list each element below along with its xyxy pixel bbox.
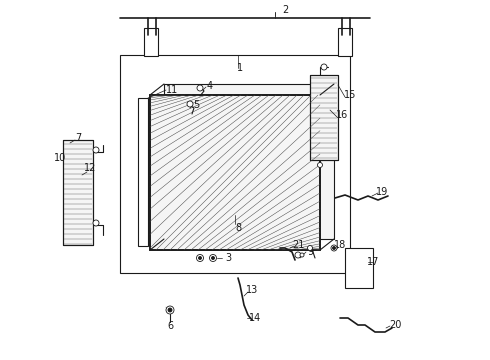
Circle shape <box>318 162 322 167</box>
Circle shape <box>333 247 336 249</box>
Text: 10: 10 <box>54 153 66 163</box>
Circle shape <box>295 252 301 258</box>
Bar <box>63 140 93 245</box>
Circle shape <box>187 101 193 107</box>
Text: 4: 4 <box>207 81 213 91</box>
Text: 17: 17 <box>367 257 379 267</box>
Circle shape <box>321 64 327 70</box>
Text: 1: 1 <box>237 63 243 73</box>
Bar <box>138 98 148 246</box>
Text: 20: 20 <box>389 320 401 330</box>
Bar <box>345 248 373 288</box>
Circle shape <box>308 246 313 251</box>
Bar <box>164 84 334 239</box>
Text: 16: 16 <box>336 110 348 120</box>
Bar <box>338 28 352 56</box>
Circle shape <box>93 147 99 153</box>
Text: 6: 6 <box>167 321 173 331</box>
Circle shape <box>198 256 201 260</box>
Circle shape <box>210 255 217 261</box>
Circle shape <box>212 256 215 260</box>
Text: 13: 13 <box>246 285 258 295</box>
Text: 3: 3 <box>225 253 231 263</box>
Text: 12: 12 <box>84 163 96 173</box>
Bar <box>310 75 338 160</box>
Text: 2: 2 <box>282 5 288 15</box>
Text: 19: 19 <box>376 187 388 197</box>
Circle shape <box>168 308 172 312</box>
Text: 21: 21 <box>292 240 304 250</box>
Bar <box>150 95 320 250</box>
Circle shape <box>196 255 203 261</box>
Text: 5: 5 <box>193 100 199 110</box>
Bar <box>63 140 93 245</box>
Text: 11: 11 <box>166 85 178 95</box>
Circle shape <box>300 253 304 257</box>
Circle shape <box>93 220 99 226</box>
Text: 14: 14 <box>249 313 261 323</box>
Circle shape <box>197 85 203 91</box>
Circle shape <box>331 245 337 251</box>
Text: 7: 7 <box>75 133 81 143</box>
Text: 18: 18 <box>334 240 346 250</box>
Text: 8: 8 <box>235 223 241 233</box>
Circle shape <box>166 306 174 314</box>
Bar <box>310 75 338 160</box>
Bar <box>120 55 350 273</box>
Text: 15: 15 <box>344 90 356 100</box>
Text: 9: 9 <box>307 247 313 257</box>
Bar <box>150 95 320 250</box>
Bar <box>144 28 158 56</box>
